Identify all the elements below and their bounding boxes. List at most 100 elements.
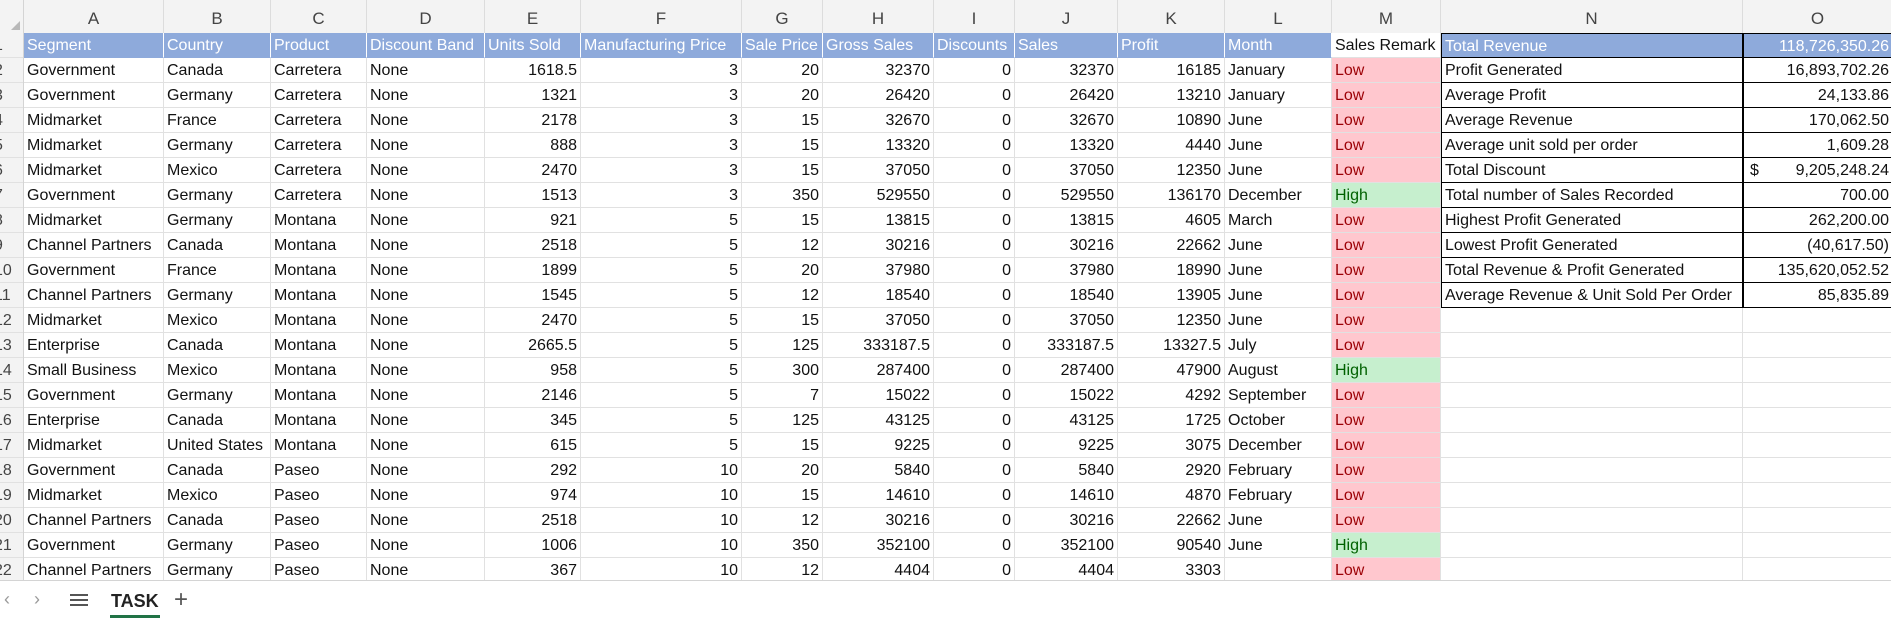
empty-cell[interactable] bbox=[1743, 408, 1891, 433]
table-cell[interactable]: Carretera bbox=[271, 133, 367, 158]
table-cell[interactable]: 32670 bbox=[823, 108, 934, 133]
table-cell[interactable]: 22662 bbox=[1118, 508, 1225, 533]
table-cell[interactable]: Midmarket bbox=[24, 108, 164, 133]
table-cell[interactable]: December bbox=[1225, 183, 1332, 208]
empty-cell[interactable] bbox=[1441, 483, 1743, 508]
table-cell[interactable]: 26420 bbox=[1015, 83, 1118, 108]
table-cell[interactable]: 2920 bbox=[1118, 458, 1225, 483]
sales-remark-cell[interactable]: Low bbox=[1332, 208, 1441, 233]
table-cell[interactable]: 37050 bbox=[823, 158, 934, 183]
stat-value[interactable]: 262,200.00 bbox=[1743, 208, 1891, 233]
select-all-corner[interactable] bbox=[0, 0, 24, 34]
table-cell[interactable]: 10 bbox=[581, 558, 742, 580]
table-cell[interactable]: 5 bbox=[581, 383, 742, 408]
column-header-b[interactable]: B bbox=[164, 0, 271, 33]
table-cell[interactable]: 292 bbox=[485, 458, 581, 483]
table-cell[interactable]: 367 bbox=[485, 558, 581, 580]
table-cell[interactable]: Channel Partners bbox=[24, 508, 164, 533]
table-cell[interactable]: 37050 bbox=[1015, 158, 1118, 183]
table-cell[interactable]: 0 bbox=[934, 133, 1015, 158]
table-cell[interactable]: 20 bbox=[742, 83, 823, 108]
table-cell[interactable]: None bbox=[367, 83, 485, 108]
table-cell[interactable]: February bbox=[1225, 458, 1332, 483]
table-cell[interactable]: Canada bbox=[164, 333, 271, 358]
table-cell[interactable]: Government bbox=[24, 258, 164, 283]
table-cell[interactable]: None bbox=[367, 133, 485, 158]
next-sheet-icon[interactable]: › bbox=[34, 589, 40, 609]
header-cell-a[interactable]: Segment bbox=[24, 33, 164, 58]
table-cell[interactable]: Midmarket bbox=[24, 308, 164, 333]
table-cell[interactable]: Montana bbox=[271, 308, 367, 333]
table-cell[interactable]: Mexico bbox=[164, 308, 271, 333]
empty-cell[interactable] bbox=[1441, 308, 1743, 333]
row-header-21[interactable]: 21 bbox=[0, 533, 23, 558]
table-cell[interactable]: Canada bbox=[164, 458, 271, 483]
table-cell[interactable]: 10 bbox=[581, 533, 742, 558]
column-header-l[interactable]: L bbox=[1225, 0, 1332, 33]
table-cell[interactable]: 32670 bbox=[1015, 108, 1118, 133]
table-cell[interactable]: 13210 bbox=[1118, 83, 1225, 108]
sales-remark-cell[interactable]: Low bbox=[1332, 283, 1441, 308]
stat-value[interactable]: 700.00 bbox=[1743, 183, 1891, 208]
table-cell[interactable]: 22662 bbox=[1118, 233, 1225, 258]
table-cell[interactable]: 0 bbox=[934, 483, 1015, 508]
table-cell[interactable]: Small Business bbox=[24, 358, 164, 383]
table-cell[interactable]: 12350 bbox=[1118, 158, 1225, 183]
row-header-22[interactable]: 22 bbox=[0, 558, 23, 580]
table-cell[interactable]: 0 bbox=[934, 233, 1015, 258]
sales-remark-cell[interactable]: Low bbox=[1332, 483, 1441, 508]
table-cell[interactable]: Montana bbox=[271, 283, 367, 308]
table-cell[interactable]: 352100 bbox=[1015, 533, 1118, 558]
row-header-12[interactable]: 12 bbox=[0, 308, 23, 333]
table-cell[interactable]: 2665.5 bbox=[485, 333, 581, 358]
stat-value[interactable]: 170,062.50 bbox=[1743, 108, 1891, 133]
table-cell[interactable]: October bbox=[1225, 408, 1332, 433]
table-cell[interactable]: June bbox=[1225, 533, 1332, 558]
table-cell[interactable]: 20 bbox=[742, 58, 823, 83]
table-cell[interactable]: 5 bbox=[581, 258, 742, 283]
table-cell[interactable]: 12 bbox=[742, 233, 823, 258]
table-cell[interactable]: Canada bbox=[164, 58, 271, 83]
table-cell[interactable]: 333187.5 bbox=[1015, 333, 1118, 358]
table-cell[interactable]: June bbox=[1225, 258, 1332, 283]
sales-remark-cell[interactable]: Low bbox=[1332, 333, 1441, 358]
table-cell[interactable]: 0 bbox=[934, 333, 1015, 358]
table-cell[interactable]: Government bbox=[24, 458, 164, 483]
table-cell[interactable]: 1545 bbox=[485, 283, 581, 308]
stat-label[interactable]: Total Discount bbox=[1441, 158, 1743, 183]
stat-label[interactable]: Highest Profit Generated bbox=[1441, 208, 1743, 233]
empty-cell[interactable] bbox=[1441, 408, 1743, 433]
stat-value[interactable]: 135,620,052.52 bbox=[1743, 258, 1891, 283]
table-cell[interactable]: 13815 bbox=[823, 208, 934, 233]
table-cell[interactable]: 13815 bbox=[1015, 208, 1118, 233]
table-cell[interactable]: 15022 bbox=[1015, 383, 1118, 408]
prev-sheet-icon[interactable]: ‹ bbox=[4, 589, 10, 609]
table-cell[interactable]: 15 bbox=[742, 133, 823, 158]
header-cell-h[interactable]: Gross Sales bbox=[823, 33, 934, 58]
table-cell[interactable]: 7 bbox=[742, 383, 823, 408]
table-cell[interactable]: 5 bbox=[581, 408, 742, 433]
table-cell[interactable]: 1899 bbox=[485, 258, 581, 283]
table-cell[interactable]: 4292 bbox=[1118, 383, 1225, 408]
stat-value[interactable]: 1,609.28 bbox=[1743, 133, 1891, 158]
empty-cell[interactable] bbox=[1441, 333, 1743, 358]
table-cell[interactable]: 15 bbox=[742, 208, 823, 233]
table-cell[interactable]: None bbox=[367, 333, 485, 358]
table-cell[interactable]: 15 bbox=[742, 308, 823, 333]
row-header-20[interactable]: 20 bbox=[0, 508, 23, 533]
table-cell[interactable]: Channel Partners bbox=[24, 558, 164, 580]
table-cell[interactable]: 974 bbox=[485, 483, 581, 508]
table-cell[interactable]: 0 bbox=[934, 183, 1015, 208]
empty-cell[interactable] bbox=[1441, 433, 1743, 458]
table-cell[interactable]: 345 bbox=[485, 408, 581, 433]
table-cell[interactable]: July bbox=[1225, 333, 1332, 358]
table-cell[interactable]: 4870 bbox=[1118, 483, 1225, 508]
row-header-1[interactable]: 1 bbox=[0, 33, 23, 58]
column-header-g[interactable]: G bbox=[742, 0, 823, 33]
stat-value[interactable]: 118,726,350.26 bbox=[1743, 33, 1891, 58]
table-cell[interactable]: None bbox=[367, 558, 485, 580]
table-cell[interactable]: 0 bbox=[934, 433, 1015, 458]
sales-remark-cell[interactable]: Low bbox=[1332, 508, 1441, 533]
table-cell[interactable]: 136170 bbox=[1118, 183, 1225, 208]
